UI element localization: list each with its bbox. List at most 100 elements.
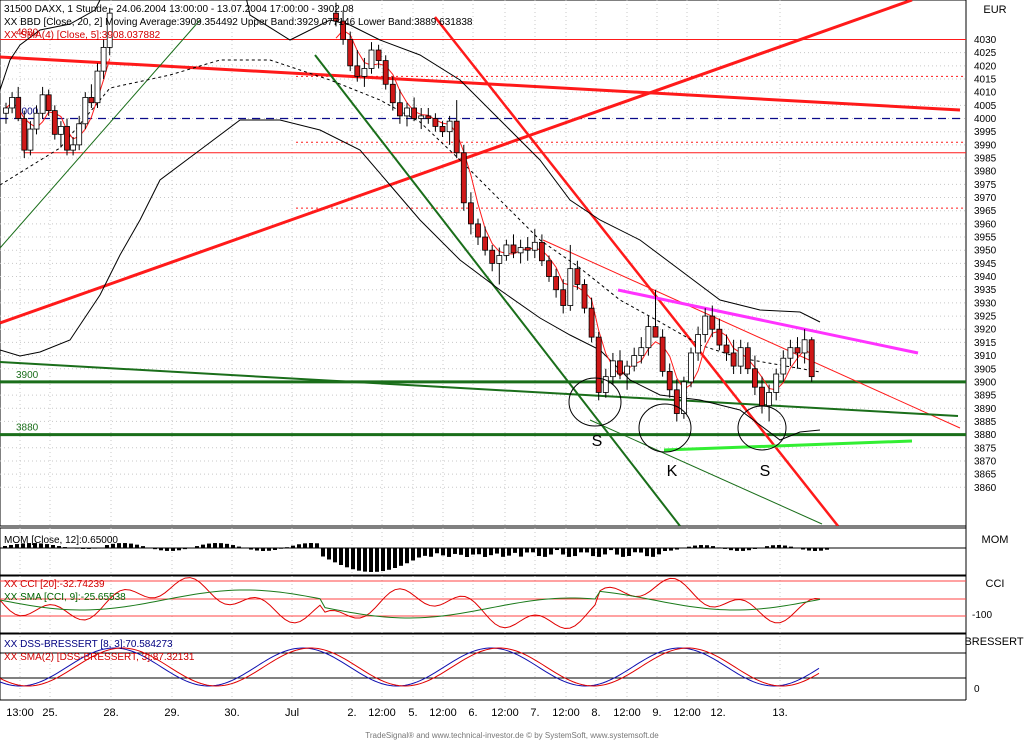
mom-bar <box>507 548 511 556</box>
candle-down <box>596 337 601 392</box>
mom-bar <box>255 548 259 551</box>
mom-bar <box>549 548 553 555</box>
mom-bar <box>315 543 319 548</box>
price-tick-label: 3880 <box>974 430 997 441</box>
candle-down <box>22 119 27 151</box>
candle-down <box>731 353 736 366</box>
mom-bar <box>219 543 223 548</box>
price-tick-label: 3900 <box>974 377 997 388</box>
mom-bar <box>789 547 793 548</box>
sma-legend: XX SMA(4) [Close, 5]:3908.037882 <box>4 30 161 41</box>
candle-up <box>696 335 701 353</box>
bbd-legend: XX BBD [Close, 20, 2] Moving Average:390… <box>4 17 473 28</box>
mom-bar <box>327 548 331 559</box>
time-tick-label: 12:00 <box>673 707 701 719</box>
time-tick-label: 28. <box>103 707 118 719</box>
dss-sma-legend: XX SMA(2) [DSS-BRESSERT, 3]:87.32131 <box>4 652 195 663</box>
dss-tick-0: 0 <box>974 684 980 695</box>
price-tick-label: 3870 <box>974 456 997 467</box>
mom-bar <box>531 548 535 552</box>
candle-down <box>412 108 417 119</box>
candle-up <box>28 129 33 150</box>
candle-up <box>77 124 82 145</box>
price-tick-label: 3995 <box>974 127 997 138</box>
candle-down <box>454 121 459 153</box>
candle-down <box>426 116 431 119</box>
candle-up <box>689 353 694 382</box>
mom-bar <box>123 543 127 548</box>
level-label: 3880 <box>16 423 39 434</box>
mom-bar <box>399 548 403 566</box>
mom-bar <box>813 548 817 551</box>
mom-bar <box>609 548 613 550</box>
mom-bar <box>309 543 313 548</box>
mom-bar <box>687 547 691 548</box>
candle-down <box>490 250 495 263</box>
candle-down <box>561 290 566 306</box>
mom-bar <box>513 548 517 553</box>
mom-bar <box>591 548 595 556</box>
price-tick-label: 3970 <box>974 193 997 204</box>
mom-bar <box>489 548 493 555</box>
price-tick-label: 3960 <box>974 219 997 230</box>
mom-bar <box>87 548 91 549</box>
time-tick-label: 25. <box>42 707 57 719</box>
mom-bar <box>693 546 697 548</box>
time-tick-label: 29. <box>164 707 179 719</box>
mom-bar <box>441 548 445 555</box>
candle-up <box>767 392 772 405</box>
mom-bar <box>303 543 307 548</box>
mom-bar <box>477 548 481 554</box>
candle-up <box>802 340 807 353</box>
mom-bar <box>357 548 361 571</box>
mom-bar <box>429 548 433 557</box>
candle-down <box>554 277 559 290</box>
price-tick-label: 3875 <box>974 443 997 454</box>
mom-bar <box>561 548 565 554</box>
candle-down <box>795 348 800 353</box>
candle-up <box>774 374 779 392</box>
candle-down <box>348 40 353 66</box>
price-tick-label: 3980 <box>974 167 997 178</box>
time-tick-label: 6. <box>468 707 477 719</box>
candle-down <box>390 84 395 102</box>
candle-down <box>433 119 438 127</box>
mom-bar <box>495 548 499 554</box>
dss-axis-label: BRESSERT <box>964 636 1023 648</box>
candle-up <box>781 358 786 374</box>
candle-up <box>632 356 637 367</box>
candle-down <box>52 111 57 135</box>
candle-down <box>383 61 388 85</box>
mom-bar <box>291 546 295 548</box>
candle-up <box>101 47 106 71</box>
currency-label: EUR <box>983 4 1006 16</box>
mom-bar <box>3 546 7 548</box>
mom-axis-label: MOM <box>982 534 1009 546</box>
mom-bar <box>585 548 589 552</box>
mom-bar <box>351 548 355 569</box>
price-tick-label: 4005 <box>974 101 997 112</box>
mom-bar <box>663 548 667 551</box>
mom-bar <box>627 548 631 556</box>
price-tick-label: 3890 <box>974 404 997 415</box>
mom-bar <box>621 548 625 557</box>
time-tick-label: 12:00 <box>429 707 457 719</box>
candle-up <box>10 97 15 108</box>
candle-up <box>639 348 644 356</box>
candle-up <box>362 68 367 76</box>
price-tick-label: 3935 <box>974 285 997 296</box>
mom-bar <box>555 548 559 550</box>
mom-bar <box>297 544 301 548</box>
mom-bar <box>381 548 385 571</box>
mom-bar <box>135 545 139 548</box>
time-tick-label: 13:00 <box>6 707 34 719</box>
candle-down <box>461 153 466 203</box>
candle-up <box>568 269 573 306</box>
price-tick-label: 3990 <box>974 140 997 151</box>
candle-down <box>809 340 814 377</box>
mom-bar <box>657 548 661 554</box>
candle-down <box>46 95 51 111</box>
dss-legend: XX DSS-BRESSERT [8, 3]:70.584273 <box>4 639 173 650</box>
mom-bar <box>333 548 337 562</box>
